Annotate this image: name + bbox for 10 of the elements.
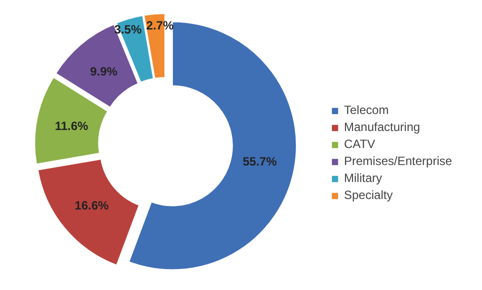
data-label: 55.7% — [242, 154, 278, 169]
data-label: 16.6% — [74, 198, 110, 213]
data-label: 9.9% — [90, 64, 118, 78]
legend-label: Telecom — [344, 103, 389, 117]
legend-label: Premises/Enterprise — [344, 154, 452, 168]
data-label: 11.6% — [54, 118, 89, 133]
legend-label: Specialty — [344, 188, 393, 202]
legend-label: CATV — [344, 137, 376, 151]
legend-label: Manufacturing — [344, 120, 420, 134]
legend-label: Military — [344, 171, 382, 185]
